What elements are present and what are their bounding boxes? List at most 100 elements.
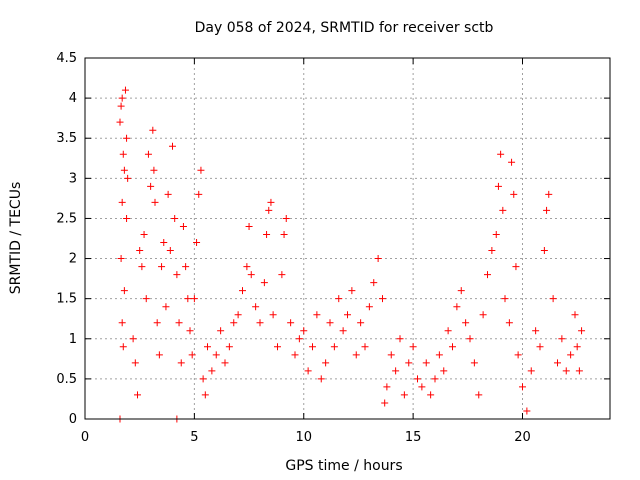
data-point bbox=[136, 247, 144, 255]
data-point bbox=[230, 319, 238, 327]
data-point bbox=[361, 343, 369, 351]
data-point bbox=[245, 222, 253, 230]
data-point bbox=[243, 263, 251, 271]
grid-lines bbox=[85, 58, 610, 419]
data-point bbox=[195, 190, 203, 198]
data-point bbox=[322, 359, 330, 367]
y-tick-label: 1 bbox=[69, 332, 77, 347]
data-point bbox=[505, 319, 513, 327]
data-point bbox=[339, 327, 347, 335]
data-point bbox=[166, 247, 174, 255]
data-point bbox=[263, 230, 271, 238]
data-points bbox=[116, 86, 586, 423]
data-point bbox=[494, 182, 502, 190]
data-point bbox=[462, 319, 470, 327]
data-point bbox=[269, 311, 277, 319]
data-point bbox=[558, 335, 566, 343]
data-point bbox=[140, 230, 148, 238]
data-point bbox=[121, 86, 129, 94]
data-point bbox=[278, 271, 286, 279]
data-point bbox=[260, 279, 268, 287]
data-point bbox=[488, 247, 496, 255]
data-point bbox=[545, 190, 553, 198]
data-point bbox=[221, 359, 229, 367]
data-point bbox=[344, 311, 351, 319]
data-point bbox=[256, 319, 264, 327]
data-point bbox=[150, 166, 158, 174]
y-axis-title: SRMTID / TECUs bbox=[8, 182, 24, 295]
data-point bbox=[527, 367, 535, 375]
data-point bbox=[252, 303, 260, 311]
data-point bbox=[162, 303, 170, 311]
data-point bbox=[151, 198, 159, 206]
data-point bbox=[177, 359, 185, 367]
data-point bbox=[247, 271, 255, 279]
data-point bbox=[370, 279, 378, 287]
data-point bbox=[497, 150, 505, 158]
data-point bbox=[352, 351, 360, 359]
data-point bbox=[190, 295, 198, 303]
data-point bbox=[118, 94, 126, 102]
x-tick-label: 15 bbox=[405, 430, 422, 445]
data-point bbox=[117, 255, 125, 263]
data-point bbox=[120, 287, 128, 295]
y-tick-label: 3 bbox=[69, 171, 77, 186]
data-point bbox=[554, 359, 561, 367]
data-point bbox=[184, 295, 192, 303]
data-point bbox=[188, 351, 196, 359]
data-point bbox=[523, 407, 531, 415]
data-point bbox=[313, 311, 321, 319]
data-point bbox=[119, 150, 127, 158]
x-tick-label: 5 bbox=[190, 430, 198, 445]
data-point bbox=[575, 367, 583, 375]
data-point bbox=[199, 375, 207, 383]
data-point bbox=[147, 182, 155, 190]
y-tick-label: 4 bbox=[69, 91, 77, 106]
data-point bbox=[116, 118, 124, 126]
data-point bbox=[449, 343, 456, 351]
x-axis-title: GPS time / hours bbox=[285, 458, 402, 474]
data-point bbox=[212, 351, 220, 359]
data-point bbox=[348, 287, 356, 295]
data-point bbox=[422, 359, 430, 367]
data-point bbox=[562, 367, 570, 375]
data-point bbox=[479, 311, 487, 319]
data-point bbox=[510, 190, 518, 198]
data-point bbox=[118, 198, 126, 206]
data-point bbox=[418, 383, 426, 391]
data-point bbox=[119, 343, 127, 351]
data-point bbox=[330, 343, 338, 351]
data-point bbox=[142, 295, 150, 303]
data-point bbox=[379, 295, 386, 303]
data-point bbox=[457, 287, 465, 295]
data-point bbox=[409, 343, 417, 351]
data-point bbox=[578, 327, 586, 335]
data-point bbox=[492, 230, 500, 238]
data-point bbox=[374, 255, 382, 263]
axis-ticks bbox=[84, 57, 610, 420]
data-point bbox=[396, 335, 404, 343]
data-point bbox=[267, 198, 275, 206]
data-point bbox=[153, 319, 161, 327]
data-point bbox=[405, 359, 413, 367]
data-point bbox=[124, 174, 132, 182]
data-point bbox=[295, 335, 303, 343]
data-point bbox=[466, 335, 474, 343]
data-point bbox=[304, 367, 312, 375]
data-point bbox=[300, 327, 308, 335]
data-point bbox=[400, 391, 408, 399]
y-tick-label: 0 bbox=[69, 412, 77, 427]
data-point bbox=[123, 134, 131, 142]
data-point bbox=[265, 206, 273, 214]
data-point bbox=[435, 351, 443, 359]
data-point bbox=[173, 271, 181, 279]
data-point bbox=[131, 359, 139, 367]
data-point bbox=[573, 343, 581, 351]
y-tick-label: 4.5 bbox=[56, 51, 77, 66]
data-point bbox=[540, 247, 548, 255]
data-point bbox=[201, 391, 209, 399]
x-tick-label: 20 bbox=[514, 430, 531, 445]
data-point bbox=[440, 367, 448, 375]
data-point bbox=[444, 327, 452, 335]
